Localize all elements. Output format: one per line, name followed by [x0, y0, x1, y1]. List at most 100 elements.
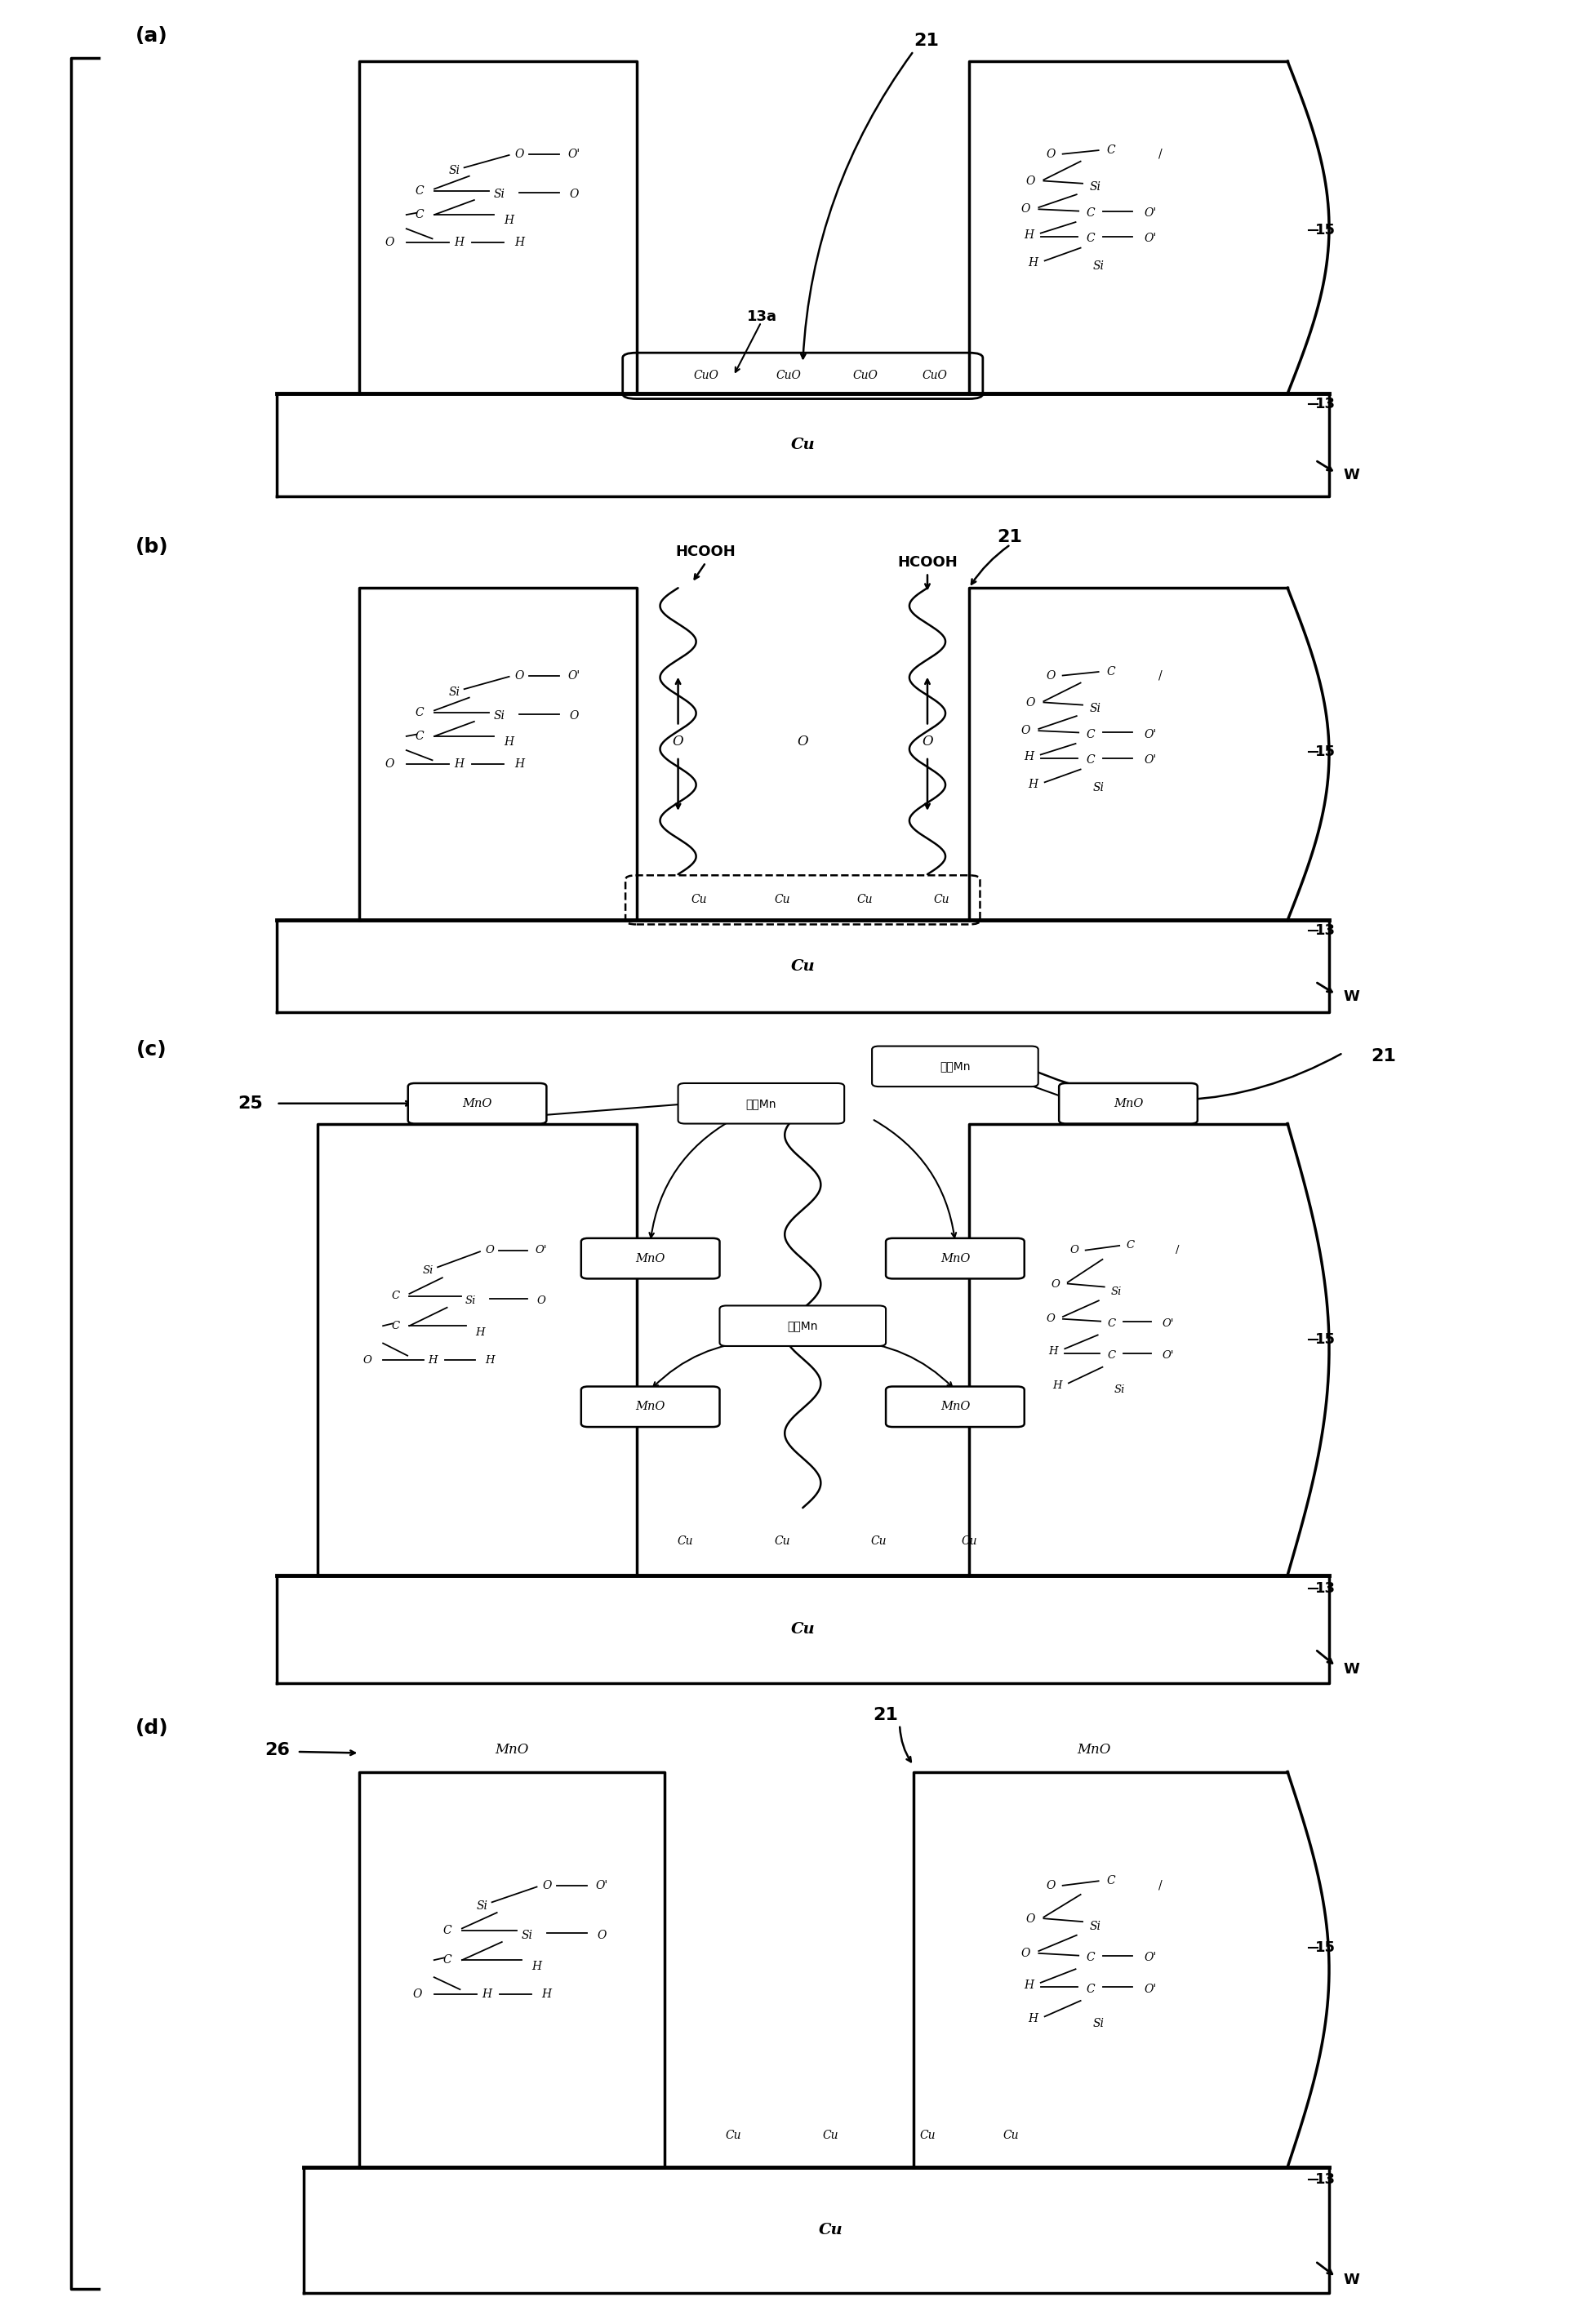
Text: O': O'	[535, 1246, 548, 1255]
Text: Si: Si	[521, 1929, 532, 1941]
Text: H: H	[515, 758, 524, 769]
Text: 有机Mn: 有机Mn	[746, 1097, 776, 1109]
Text: Cu: Cu	[962, 1536, 977, 1548]
Text: H: H	[1028, 258, 1037, 267]
FancyBboxPatch shape	[581, 1239, 719, 1278]
Text: O: O	[1026, 697, 1036, 709]
FancyBboxPatch shape	[408, 1083, 546, 1122]
Text: Cu: Cu	[919, 2131, 935, 2140]
Text: Cu: Cu	[691, 895, 707, 906]
Text: O': O'	[1144, 232, 1157, 244]
Text: H: H	[1053, 1380, 1062, 1390]
Text: Si: Si	[493, 188, 505, 200]
Text: Si: Si	[1089, 702, 1102, 713]
Text: O: O	[1047, 1313, 1055, 1325]
Text: H: H	[504, 737, 515, 748]
Text: O': O'	[1163, 1318, 1174, 1329]
Text: Cu: Cu	[774, 895, 790, 906]
Text: 15: 15	[1316, 744, 1336, 760]
Text: MnO: MnO	[636, 1253, 666, 1264]
Text: Si: Si	[1092, 783, 1105, 792]
Text: Cu: Cu	[823, 2131, 839, 2140]
Text: Cu: Cu	[774, 1536, 790, 1548]
Text: H: H	[1023, 751, 1034, 762]
Text: Si: Si	[1092, 260, 1105, 272]
Text: W: W	[1343, 1662, 1360, 1678]
Text: Cu: Cu	[677, 1536, 693, 1548]
Text: H: H	[1023, 1980, 1034, 1992]
Text: O: O	[922, 734, 933, 748]
Text: Cu: Cu	[933, 895, 949, 906]
Text: 15: 15	[1316, 223, 1336, 237]
FancyBboxPatch shape	[872, 1046, 1039, 1088]
FancyBboxPatch shape	[581, 1387, 719, 1427]
Text: C: C	[390, 1290, 400, 1301]
Text: MnO: MnO	[636, 1401, 666, 1413]
Text: Cu: Cu	[858, 895, 874, 906]
Text: C: C	[416, 706, 423, 718]
Text: C: C	[390, 1320, 400, 1332]
Text: O: O	[1047, 1880, 1055, 1892]
Text: O': O'	[568, 669, 581, 681]
Text: /: /	[1158, 149, 1162, 160]
Text: /: /	[1158, 1880, 1162, 1892]
Text: 13: 13	[1316, 397, 1336, 411]
Text: O: O	[796, 734, 809, 748]
Text: W: W	[1343, 990, 1360, 1004]
FancyBboxPatch shape	[886, 1239, 1025, 1278]
Text: O: O	[1022, 205, 1031, 214]
Text: MnO: MnO	[940, 1253, 970, 1264]
Text: H: H	[428, 1355, 438, 1367]
Text: O': O'	[1144, 207, 1157, 218]
Text: O: O	[1070, 1246, 1078, 1255]
Text: H: H	[504, 214, 515, 225]
Text: Si: Si	[1089, 1920, 1102, 1931]
Text: O: O	[1026, 177, 1036, 188]
Text: C: C	[416, 209, 423, 221]
Text: H: H	[1048, 1346, 1058, 1357]
Text: MnO: MnO	[940, 1401, 970, 1413]
Text: MnO: MnO	[463, 1097, 493, 1109]
Text: Cu: Cu	[1003, 2131, 1018, 2140]
Text: O: O	[541, 1880, 551, 1892]
Text: O': O'	[595, 1880, 608, 1892]
Text: Si: Si	[1092, 2017, 1105, 2029]
Text: Si: Si	[449, 686, 460, 697]
Text: H: H	[541, 1989, 552, 1999]
Text: C: C	[1086, 232, 1096, 244]
FancyBboxPatch shape	[886, 1387, 1025, 1427]
Text: /: /	[1158, 669, 1162, 681]
Text: O: O	[1022, 1948, 1031, 1959]
Text: Cu: Cu	[790, 437, 815, 453]
Text: C: C	[442, 1954, 452, 1966]
Text: O': O'	[1163, 1350, 1174, 1362]
Text: H: H	[455, 758, 464, 769]
Text: (c): (c)	[137, 1039, 167, 1060]
Text: C: C	[1108, 1350, 1116, 1362]
Text: O: O	[1047, 669, 1055, 681]
Text: O: O	[537, 1294, 546, 1306]
Text: 21: 21	[1371, 1048, 1396, 1064]
Text: H: H	[482, 1989, 493, 1999]
Text: O': O'	[568, 149, 581, 160]
Text: C: C	[442, 1924, 452, 1936]
Text: O: O	[384, 237, 394, 249]
Text: Si: Si	[1114, 1385, 1125, 1394]
Text: C: C	[1107, 667, 1114, 679]
Text: 21: 21	[913, 33, 938, 49]
Text: C: C	[1086, 1952, 1096, 1964]
Text: 有机Mn: 有机Mn	[787, 1320, 818, 1332]
Text: H: H	[515, 237, 524, 249]
Text: O: O	[384, 758, 394, 769]
Text: O: O	[1047, 149, 1055, 160]
Text: C: C	[1086, 730, 1096, 739]
Text: Si: Si	[1089, 181, 1102, 193]
Text: H: H	[532, 1961, 541, 1973]
Text: MnO: MnO	[494, 1743, 529, 1757]
Text: O: O	[1022, 725, 1031, 737]
FancyBboxPatch shape	[678, 1083, 844, 1122]
Text: O: O	[515, 669, 524, 681]
Text: Cu: Cu	[726, 2131, 741, 2140]
Text: 15: 15	[1316, 1332, 1336, 1346]
Text: (d): (d)	[135, 1717, 168, 1738]
